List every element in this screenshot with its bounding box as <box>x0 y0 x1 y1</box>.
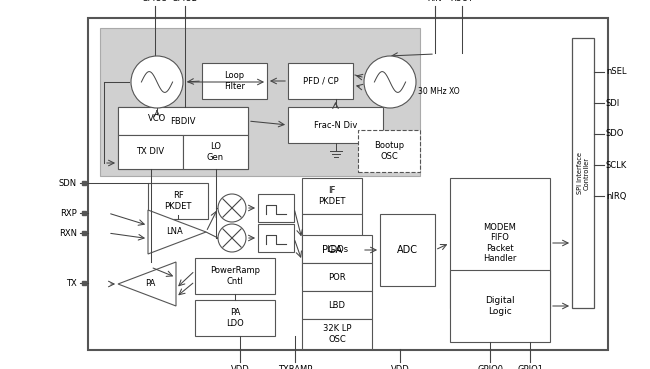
Text: VDD: VDD <box>231 365 250 369</box>
Bar <box>450 270 550 342</box>
Text: RF
PKDET: RF PKDET <box>164 191 192 211</box>
Bar <box>202 63 267 99</box>
Text: LBD: LBD <box>328 300 346 310</box>
Bar <box>302 319 372 349</box>
Bar <box>288 107 383 143</box>
Text: 30 MHz XO: 30 MHz XO <box>418 87 460 97</box>
Text: RXN: RXN <box>59 228 77 238</box>
Text: PFD / CP: PFD / CP <box>303 76 338 86</box>
Bar <box>302 214 362 286</box>
Bar <box>118 107 248 135</box>
Bar <box>302 263 372 291</box>
Bar <box>572 38 594 308</box>
Bar <box>302 291 372 319</box>
Text: PA: PA <box>145 279 155 289</box>
Text: SDO: SDO <box>606 130 625 138</box>
Text: SCLK: SCLK <box>606 161 627 169</box>
Text: Frac-N Div: Frac-N Div <box>314 121 358 130</box>
Text: FBDIV: FBDIV <box>170 117 196 125</box>
Polygon shape <box>118 262 176 306</box>
Polygon shape <box>148 210 206 254</box>
Circle shape <box>218 224 246 252</box>
Text: GPIO3: GPIO3 <box>142 0 168 3</box>
Text: MODEM
FIFO
Packet
Handler: MODEM FIFO Packet Handler <box>484 223 517 263</box>
Text: SDI: SDI <box>606 99 620 107</box>
Bar <box>195 258 275 294</box>
Circle shape <box>131 56 183 108</box>
Bar <box>302 178 362 214</box>
Text: PGA: PGA <box>322 245 342 255</box>
Text: nIRQ: nIRQ <box>606 192 627 200</box>
Text: 32K LP
OSC: 32K LP OSC <box>323 324 351 344</box>
Text: GPIO1: GPIO1 <box>517 365 543 369</box>
Text: TXRAMP: TXRAMP <box>278 365 312 369</box>
Text: IF
PKDET: IF PKDET <box>318 186 346 206</box>
Bar <box>148 183 208 219</box>
Text: GPIO2: GPIO2 <box>172 0 198 3</box>
Text: XIN: XIN <box>428 0 442 3</box>
Bar <box>118 107 248 169</box>
Text: XOUT: XOUT <box>450 0 473 3</box>
Bar <box>183 135 248 169</box>
Text: Digital
Logic: Digital Logic <box>485 296 515 316</box>
Bar <box>302 235 372 263</box>
Text: POR: POR <box>328 272 346 282</box>
Text: ADC: ADC <box>397 245 418 255</box>
Bar <box>118 135 183 169</box>
Bar <box>100 28 420 176</box>
Bar <box>258 194 294 222</box>
Text: LO
Gen: LO Gen <box>207 142 224 162</box>
Text: TX: TX <box>66 279 77 287</box>
Text: SDN: SDN <box>59 179 77 187</box>
Text: PA
LDO: PA LDO <box>226 308 244 328</box>
Bar <box>380 214 435 286</box>
Text: Loop
Filter: Loop Filter <box>224 71 245 91</box>
Text: nSEL: nSEL <box>606 68 627 76</box>
Circle shape <box>364 56 416 108</box>
Text: SPI Interface
Controller: SPI Interface Controller <box>577 152 590 194</box>
Text: Bootup
OSC: Bootup OSC <box>374 141 404 161</box>
Text: LNA: LNA <box>166 228 183 237</box>
Text: PowerRamp
Cntl: PowerRamp Cntl <box>210 266 260 286</box>
Bar <box>195 300 275 336</box>
Text: GPIO0: GPIO0 <box>477 365 503 369</box>
Text: TX DIV: TX DIV <box>136 148 164 156</box>
Circle shape <box>218 194 246 222</box>
Bar <box>358 130 420 172</box>
Bar <box>88 18 608 350</box>
Text: VCO: VCO <box>148 114 166 123</box>
Text: VDD: VDD <box>391 365 410 369</box>
Text: LDOs: LDOs <box>326 245 348 254</box>
Bar <box>288 63 353 99</box>
Bar <box>450 178 550 308</box>
Text: RXP: RXP <box>60 208 77 217</box>
Bar <box>258 224 294 252</box>
